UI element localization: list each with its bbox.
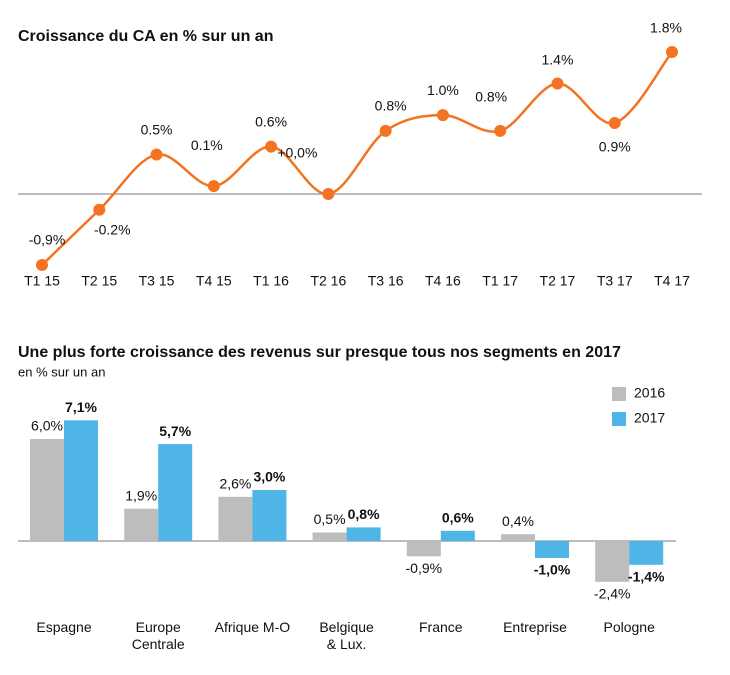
bar xyxy=(406,541,441,557)
bar xyxy=(64,420,98,541)
legend-swatch xyxy=(612,387,626,401)
value-label: 0.5% xyxy=(141,121,173,137)
value-label: 0,6% xyxy=(442,510,474,526)
value-label: 1.8% xyxy=(650,20,682,36)
bar xyxy=(629,541,664,565)
value-label: -2,4% xyxy=(594,586,631,602)
bar xyxy=(440,530,475,541)
value-label: 0.8% xyxy=(475,89,507,105)
value-label: -0,9% xyxy=(29,232,66,248)
bar xyxy=(30,439,64,541)
chart-title: Une plus forte croissance des revenus su… xyxy=(18,344,621,361)
value-label: -0,9% xyxy=(406,560,443,576)
point xyxy=(494,124,507,137)
value-label: 1.0% xyxy=(427,82,459,98)
x-tick-label: France xyxy=(419,619,463,635)
bar xyxy=(595,541,630,582)
value-label: 0,8% xyxy=(348,506,380,522)
x-tick-label: T3 15 xyxy=(139,273,175,289)
chart-title: Croissance du CA en % sur un an xyxy=(18,28,273,45)
value-label: 0.9% xyxy=(599,139,631,155)
value-label: 0,4% xyxy=(502,513,534,529)
legend-label: 2017 xyxy=(634,410,665,426)
bar xyxy=(252,490,287,541)
point xyxy=(93,203,106,216)
x-tick-label: T2 16 xyxy=(310,273,346,289)
chart-subtitle: en % sur un an xyxy=(18,364,105,379)
x-tick-label: T2 17 xyxy=(540,273,576,289)
bar xyxy=(535,541,569,558)
x-tick-label: T4 16 xyxy=(425,273,461,289)
bar xyxy=(312,532,347,541)
value-label: 1,9% xyxy=(125,487,157,503)
legend-swatch xyxy=(612,412,626,426)
value-label: 0.1% xyxy=(191,137,223,153)
point xyxy=(265,140,278,153)
value-label: 6,0% xyxy=(31,418,63,434)
x-tick-label: T1 15 xyxy=(24,273,60,289)
x-tick-label: T1 16 xyxy=(253,273,289,289)
point xyxy=(150,148,163,161)
bar xyxy=(158,444,193,541)
x-tick-label: T1 17 xyxy=(482,273,518,289)
point xyxy=(379,124,392,137)
point xyxy=(322,188,335,200)
value-label: 0,5% xyxy=(314,511,346,527)
x-tick-label: Europe Centrale xyxy=(131,619,185,652)
value-label: 0.8% xyxy=(375,98,407,114)
x-tick-label: Entreprise xyxy=(503,619,567,635)
value-label: 3,0% xyxy=(253,469,285,485)
x-tick-label: Espagne xyxy=(36,619,92,635)
value-label: -1,0% xyxy=(534,562,571,578)
bar xyxy=(501,534,535,541)
x-tick-label: Pologne xyxy=(603,619,655,635)
x-tick-label: T3 16 xyxy=(368,273,404,289)
value-label: 7,1% xyxy=(65,399,97,415)
line xyxy=(41,51,673,266)
x-tick-label: T4 15 xyxy=(196,273,232,289)
value-label: -0.2% xyxy=(94,221,131,237)
point xyxy=(666,46,678,58)
legend-label: 2016 xyxy=(634,385,665,401)
bar xyxy=(218,496,253,541)
point xyxy=(436,109,449,122)
point xyxy=(207,180,220,193)
bar xyxy=(124,508,159,541)
value-label: +0,0% xyxy=(277,145,317,161)
value-label: -1,4% xyxy=(628,569,665,585)
point xyxy=(551,77,564,90)
value-label: 2,6% xyxy=(219,476,251,492)
x-tick-label: Belgique & Lux. xyxy=(319,619,374,652)
value-label: 0.6% xyxy=(255,113,287,129)
point xyxy=(36,259,48,271)
x-tick-label: T2 15 xyxy=(81,273,117,289)
x-tick-label: T3 17 xyxy=(597,273,633,289)
x-tick-label: T4 17 xyxy=(654,273,690,289)
value-label: 5,7% xyxy=(159,423,191,439)
x-tick-label: Afrique M-O xyxy=(214,619,291,635)
bar xyxy=(346,527,381,541)
value-label: 1.4% xyxy=(541,51,573,67)
point xyxy=(608,117,621,129)
